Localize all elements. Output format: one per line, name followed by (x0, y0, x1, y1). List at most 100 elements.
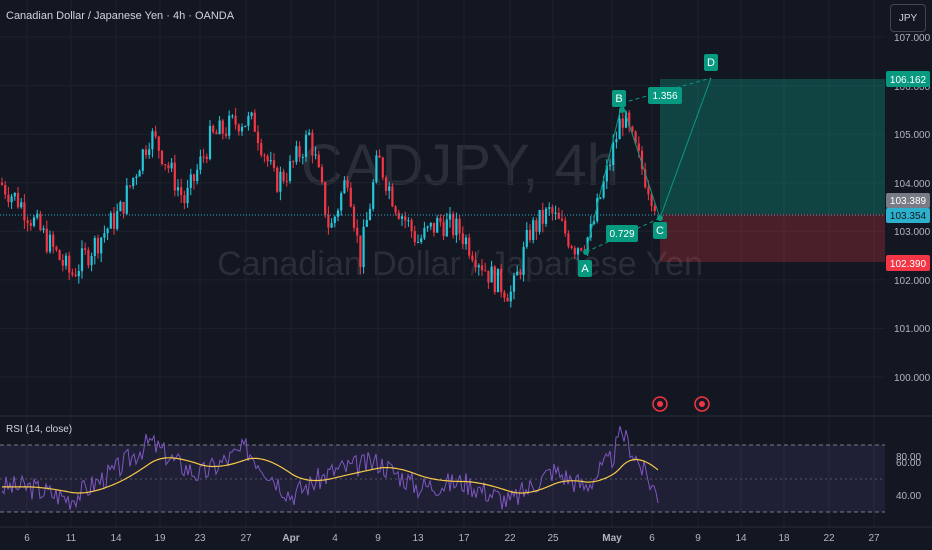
candle-body (103, 233, 106, 238)
candle-body (68, 255, 71, 273)
candle-body (317, 154, 320, 168)
candle-body (256, 131, 260, 144)
candle-body (292, 161, 295, 163)
candle-body (55, 246, 58, 251)
candle-body (298, 146, 301, 158)
candle-body (336, 210, 340, 217)
candle-body (189, 174, 192, 188)
candle-body (320, 167, 324, 183)
current-price-badge (886, 208, 930, 223)
candle-body (330, 223, 333, 228)
time-tick: 19 (154, 533, 166, 544)
ratio-bc-label: 0.729 (609, 229, 634, 240)
candle-body (183, 195, 186, 204)
candle-body (391, 186, 394, 207)
candle-body (208, 125, 212, 160)
candle-body (276, 167, 279, 192)
candle-body (212, 125, 215, 133)
time-tick: 6 (24, 533, 30, 544)
candle-body (205, 156, 208, 160)
candle-body (490, 266, 493, 283)
candle-body (567, 233, 570, 247)
candle-body (436, 218, 439, 233)
time-tick: 6 (649, 533, 655, 544)
candle-body (605, 165, 608, 182)
candle-body (621, 118, 624, 128)
rsi-tick-80: 80.00 (896, 452, 921, 463)
candle-body (272, 160, 276, 168)
time-tick: 25 (547, 533, 559, 544)
rsi-indicator-title[interactable]: RSI (14, close) (6, 424, 73, 435)
candle-body (13, 192, 16, 197)
point-a-label-bg (578, 260, 592, 277)
currency-button[interactable]: JPY (890, 4, 926, 32)
time-tick: 22 (823, 533, 835, 544)
rsi-band-fill (0, 445, 885, 512)
rsi-pane[interactable] (0, 426, 885, 513)
long-position-tool[interactable] (660, 79, 885, 262)
candle-body (359, 235, 362, 268)
candle-body (384, 177, 388, 191)
candle-body (10, 196, 13, 203)
event-marker-2[interactable] (694, 396, 710, 412)
candle-body (525, 229, 528, 247)
candle-body (135, 176, 138, 178)
candle-body (80, 248, 84, 272)
candle-body (375, 155, 378, 183)
candle-body (23, 202, 26, 221)
candle-body (16, 192, 20, 208)
candle-body (618, 118, 621, 140)
candle-body (176, 187, 180, 191)
candle-body (644, 169, 647, 188)
candle-body (218, 120, 221, 135)
candle-body (186, 187, 189, 204)
candle-body (244, 125, 247, 127)
candle-body (624, 112, 628, 128)
price-tick-107: 107.000 (894, 33, 931, 44)
candle-body (109, 213, 112, 229)
candle-body (592, 221, 596, 225)
candle-body (125, 185, 128, 214)
candle-body (61, 260, 64, 266)
candle-body (512, 275, 516, 292)
candle-body (4, 184, 7, 195)
profit-zone (660, 79, 885, 214)
time-axis[interactable]: 6 11 14 19 23 27 Apr 4 9 13 17 22 25 May 6 9 14 18 22 27 (24, 533, 880, 544)
time-tick: 27 (868, 533, 880, 544)
candle-body (29, 223, 32, 226)
candle-body (148, 149, 151, 155)
candle-body (560, 218, 564, 221)
candle-body (394, 206, 397, 213)
candle-body (154, 131, 157, 137)
candle-body (346, 180, 349, 188)
candle-body (32, 217, 36, 226)
candle-body (576, 248, 580, 255)
rsi-axis[interactable]: 80.00 60.00 40.00 (896, 452, 921, 502)
price-tick-104: 104.000 (894, 179, 931, 190)
event-marker-1[interactable] (652, 396, 668, 412)
candle-body (151, 131, 154, 150)
candle-body (36, 213, 39, 218)
price-axis[interactable]: 107.000 106.000 105.000 104.000 103.000 … (886, 33, 931, 384)
candle-body (528, 229, 532, 240)
candle-body (487, 270, 490, 283)
candle-body (269, 160, 272, 162)
point-d-label: D (707, 57, 715, 69)
candle-body (538, 209, 541, 232)
candle-body (570, 246, 573, 249)
candle-body (564, 220, 567, 234)
candle-body (96, 237, 100, 254)
target-price-label: 106.162 (890, 75, 927, 86)
rsi-tick-40: 40.00 (896, 491, 921, 502)
candle-body (52, 234, 55, 247)
candle-body (423, 227, 426, 239)
candle-body (279, 171, 282, 192)
candle-body (551, 207, 554, 214)
price-tick-102: 102.000 (894, 276, 931, 287)
candles (0, 107, 656, 308)
abcd-pattern[interactable]: A B C D 0.729 1.356 (578, 54, 718, 277)
candle-body (653, 206, 656, 212)
candle-body (119, 201, 122, 212)
candle-body (608, 164, 612, 166)
